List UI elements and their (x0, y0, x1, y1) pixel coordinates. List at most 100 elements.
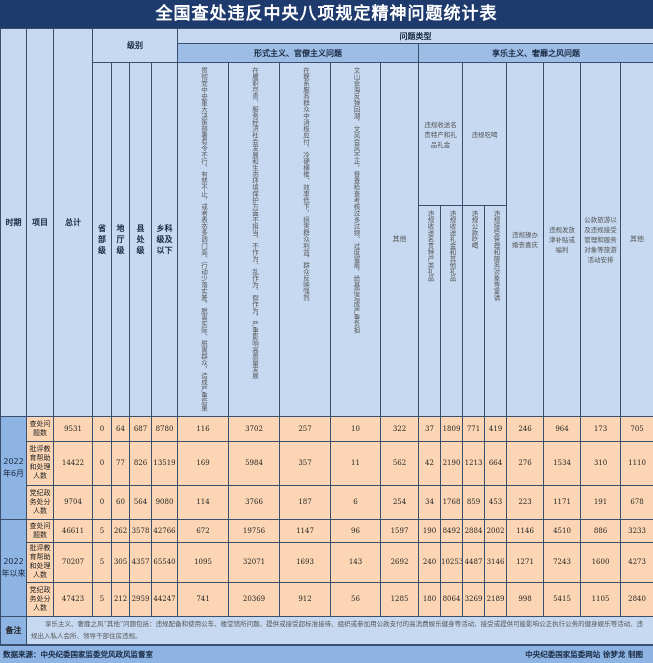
value-cell: 678 (621, 485, 653, 519)
credit: 中央纪委国家监委网站 徐梦龙 制图 (525, 649, 643, 660)
value-cell: 1105 (581, 582, 621, 616)
value-cell: 5 (93, 519, 112, 542)
value-cell: 322 (381, 416, 419, 441)
header-formalism-4: 文山会海反弹回潮，文风会风不正，督查检查考核过多过频、过度留痕，给基层造成严重负… (331, 63, 381, 417)
period-cell: 2022年6月 (1, 416, 27, 519)
value-cell: 254 (381, 485, 419, 519)
value-cell: 1600 (581, 542, 621, 582)
value-cell: 1768 (441, 485, 463, 519)
value-cell: 116 (178, 416, 229, 441)
value-cell: 4510 (544, 519, 581, 542)
value-cell: 859 (463, 485, 485, 519)
value-cell: 56 (331, 582, 381, 616)
value-cell: 998 (507, 582, 544, 616)
statistics-table: 时期 项目 总计 级别 问题类型 形式主义、官僚主义问题 享乐主义、奢靡之风问题… (0, 28, 653, 645)
value-cell: 42766 (152, 519, 178, 542)
value-cell: 60 (112, 485, 130, 519)
header-gifts-money: 违规收送礼金和其他礼品 (441, 206, 463, 416)
value-cell: 4273 (621, 542, 653, 582)
value-cell: 13519 (152, 441, 178, 485)
value-cell: 1693 (280, 542, 331, 582)
value-cell: 10 (331, 416, 381, 441)
header-level-county: 县处级 (130, 63, 152, 417)
value-cell: 223 (507, 485, 544, 519)
value-cell: 46611 (54, 519, 93, 542)
value-cell: 8492 (441, 519, 463, 542)
value-cell: 310 (581, 441, 621, 485)
value-cell: 564 (130, 485, 152, 519)
header-level: 级别 (93, 29, 178, 63)
header-weddings: 违规操办婚丧喜庆 (507, 63, 544, 417)
value-cell: 187 (280, 485, 331, 519)
value-cell: 180 (419, 582, 441, 616)
value-cell: 9531 (54, 416, 93, 441)
value-cell: 173 (581, 416, 621, 441)
value-cell: 562 (381, 441, 419, 485)
period-cell: 2022年以来 (1, 519, 27, 616)
value-cell: 1285 (381, 582, 419, 616)
value-cell: 169 (178, 441, 229, 485)
header-period: 时期 (1, 29, 27, 417)
value-cell: 1146 (507, 519, 544, 542)
value-cell: 3578 (130, 519, 152, 542)
value-cell: 9080 (152, 485, 178, 519)
value-cell: 705 (621, 416, 653, 441)
value-cell: 240 (419, 542, 441, 582)
value-cell: 886 (581, 519, 621, 542)
value-cell: 34 (419, 485, 441, 519)
value-cell: 20369 (229, 582, 280, 616)
value-cell: 2189 (485, 582, 507, 616)
value-cell: 453 (485, 485, 507, 519)
value-cell: 37 (419, 416, 441, 441)
value-cell: 3702 (229, 416, 280, 441)
value-cell: 1809 (441, 416, 463, 441)
value-cell: 5 (93, 582, 112, 616)
value-cell: 14422 (54, 441, 93, 485)
value-cell: 672 (178, 519, 229, 542)
value-cell: 964 (544, 416, 581, 441)
header-formalism: 形式主义、官僚主义问题 (178, 44, 419, 63)
item-cell: 查处问题数 (27, 416, 54, 441)
value-cell: 1597 (381, 519, 419, 542)
value-cell: 687 (130, 416, 152, 441)
value-cell: 826 (130, 441, 152, 485)
header-hedonism-other: 其他 (621, 63, 653, 417)
header-gifts-specialty: 违规收送名贵特产类礼品 (419, 206, 441, 416)
value-cell: 5984 (229, 441, 280, 485)
value-cell: 4487 (463, 542, 485, 582)
value-cell: 1171 (544, 485, 581, 519)
value-cell: 1095 (178, 542, 229, 582)
data-source: 数据来源：中央纪委国家监委党风政风监督室 (3, 649, 153, 660)
header-gifts: 违规收送名贵特产和礼品礼金 (419, 63, 463, 206)
page-title: 全国查处违反中央八项规定精神问题统计表 (0, 0, 653, 28)
value-cell: 190 (419, 519, 441, 542)
value-cell: 246 (507, 416, 544, 441)
value-cell: 191 (581, 485, 621, 519)
header-total: 总计 (54, 29, 93, 417)
value-cell: 114 (178, 485, 229, 519)
value-cell: 5415 (544, 582, 581, 616)
value-cell: 3233 (621, 519, 653, 542)
value-cell: 2190 (441, 441, 463, 485)
item-cell: 党纪政务处分人数 (27, 485, 54, 519)
item-cell: 党纪政务处分人数 (27, 582, 54, 616)
header-dining-public: 违规公款吃喝 (463, 206, 485, 416)
header-formalism-1: 贯彻党中央重大决策部署有令不行、有禁不止，或者表态多调门高、行动少落实差，脱离实… (178, 63, 229, 417)
value-cell: 3146 (485, 542, 507, 582)
value-cell: 9704 (54, 485, 93, 519)
header-hedonism: 享乐主义、奢靡之风问题 (419, 44, 653, 63)
value-cell: 70207 (54, 542, 93, 582)
value-cell: 8780 (152, 416, 178, 441)
value-cell: 419 (485, 416, 507, 441)
header-dining-banquet: 违规接受管理和服务对象等宴请 (485, 206, 507, 416)
header-formalism-other: 其他 (381, 63, 419, 417)
value-cell: 7243 (544, 542, 581, 582)
value-cell: 19756 (229, 519, 280, 542)
